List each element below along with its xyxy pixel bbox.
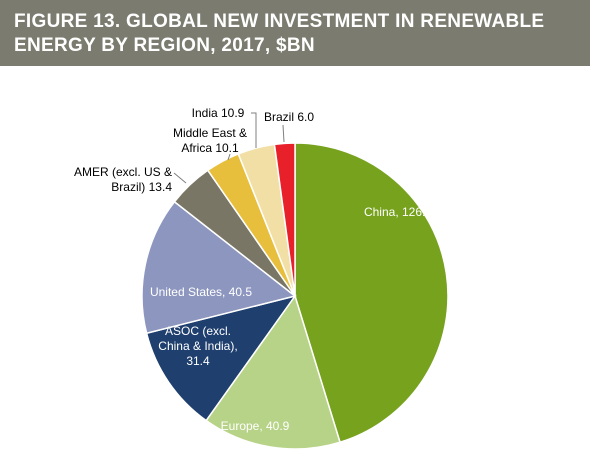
figure-header: FIGURE 13. GLOBAL NEW INVESTMENT IN RENE… — [0, 0, 590, 66]
leader-line-middle-east-africa — [227, 153, 231, 161]
label-leader-lines — [173, 112, 285, 184]
leader-line-amer-excl-us-brazil — [173, 172, 187, 184]
pie-label-brazil: Brazil 6.0 — [264, 110, 314, 124]
pie-slice-asoc-excl-china-india — [145, 294, 297, 422]
pie-slice-brazil — [273, 142, 296, 297]
figure-title-line-1: FIGURE 13. GLOBAL NEW INVESTMENT IN RENE… — [14, 11, 545, 32]
pie-slice-united-states — [141, 200, 297, 335]
leader-line-india — [251, 112, 257, 148]
figure-title: FIGURE 13. GLOBAL NEW INVESTMENT IN RENE… — [14, 10, 574, 58]
pie-slice-china — [294, 142, 449, 444]
pie-label-united-states: United States, 40.5 — [150, 285, 252, 299]
pie-slice-europe — [205, 294, 341, 450]
pie-label-india: India 10.9 — [192, 106, 245, 120]
pie-label-china: China, 126.6 — [364, 205, 432, 219]
pie-chart: China, 126.6 Europe, 40.9 ASOC (excl. China… — [74, 106, 449, 450]
pie-label-europe: Europe, 40.9 — [221, 419, 290, 433]
pie-labels: China, 126.6 Europe, 40.9 ASOC (excl. China… — [74, 106, 432, 433]
pie-label-middle-east-africa: Middle East & Africa 10.1 — [173, 126, 247, 155]
pie-slices — [141, 142, 449, 450]
leader-line-brazil — [282, 124, 285, 143]
pie-label-amer-excl-us-brazil: AMER (excl. US & Brazil) 13.4 — [74, 165, 172, 194]
pie-label-asoc-excl-china-india: ASOC (excl. China & India), 31.4 — [158, 324, 237, 368]
figure-title-line-2: ENERGY BY REGION, 2017, $BN — [14, 35, 315, 56]
